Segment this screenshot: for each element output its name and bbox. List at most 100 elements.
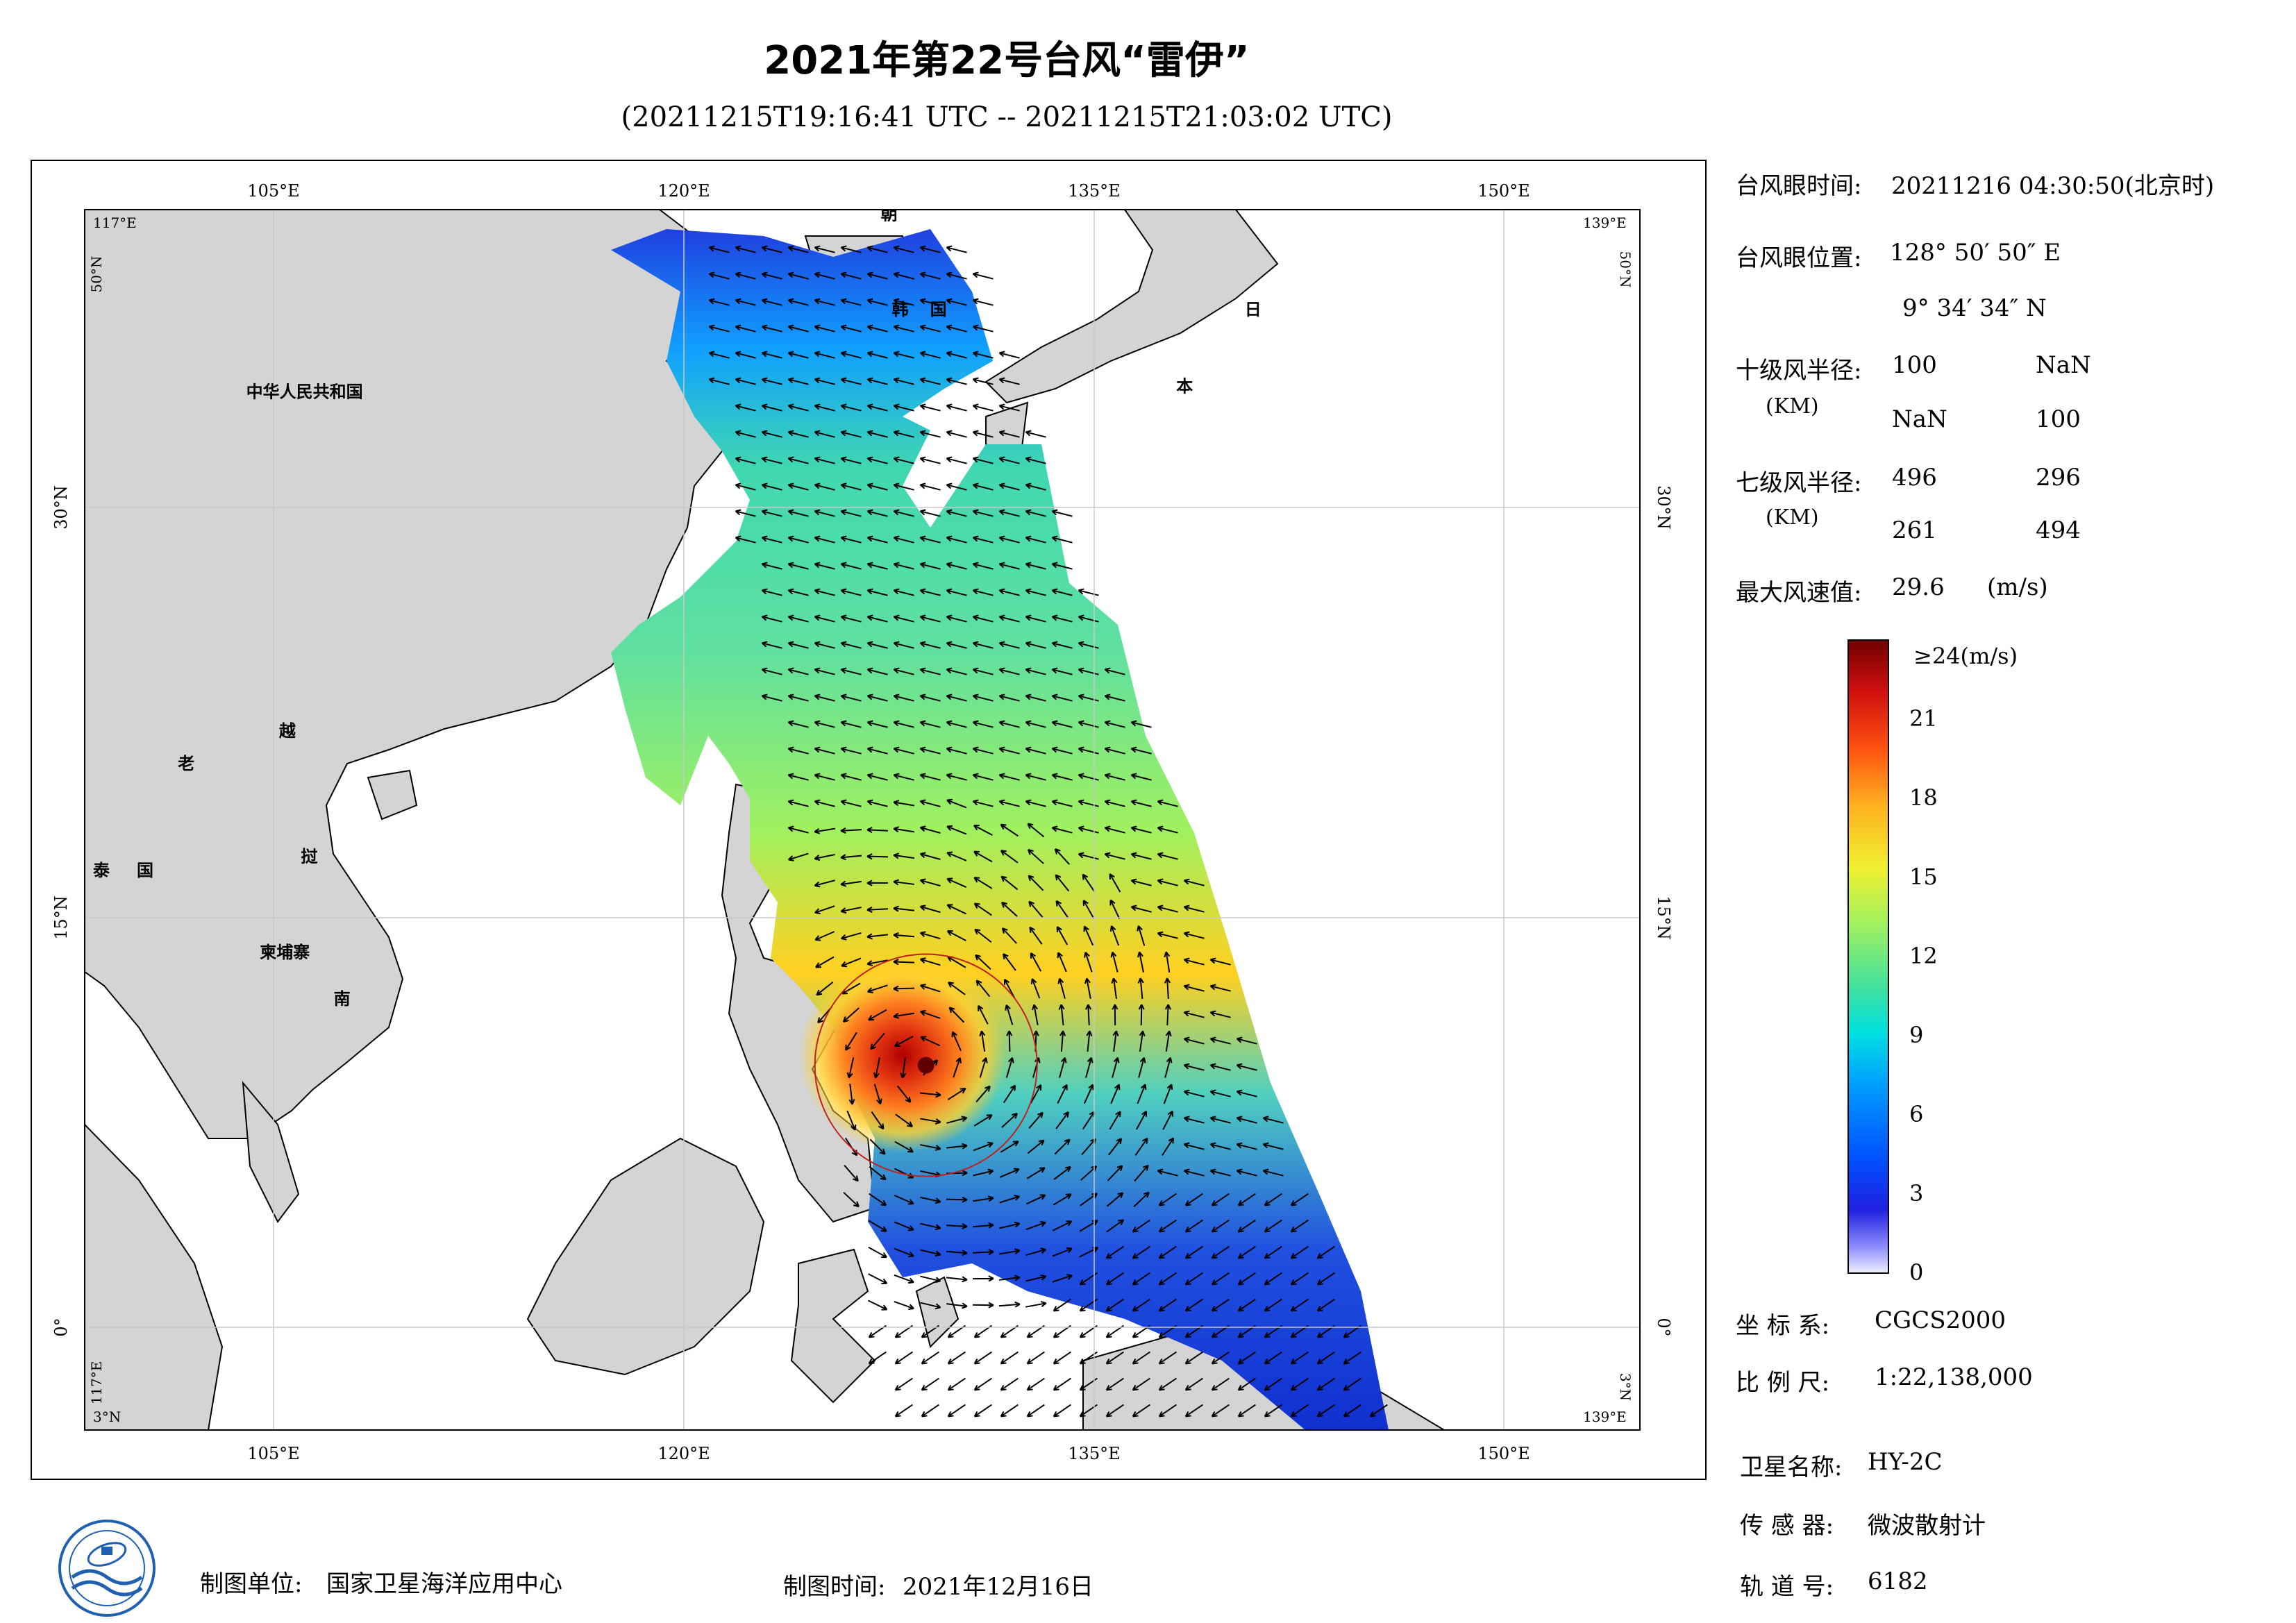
country-label: 泰 [93, 860, 110, 880]
wind-arrow [1025, 614, 1046, 623]
r7-value-se: 296 [2036, 464, 2081, 491]
wind-arrow [1264, 1298, 1282, 1312]
wind-arrow [947, 982, 966, 995]
wind-arrow [761, 509, 782, 517]
wind-arrow [1237, 1404, 1256, 1418]
wind-arrow [1109, 1111, 1121, 1130]
wind-arrow [1056, 926, 1069, 945]
wind-arrow [814, 641, 835, 649]
wind-arrow [1184, 1219, 1203, 1233]
wind-arrow [1290, 1245, 1309, 1259]
lat-tick: 0° [1654, 1318, 1673, 1336]
wind-arrow [953, 1057, 962, 1078]
lat-tick: 0° [51, 1318, 71, 1336]
wind-arrow [1053, 1404, 1071, 1418]
r7-value-sw: 261 [1892, 516, 1937, 544]
wind-arrow [814, 377, 835, 385]
wind-arrow [866, 403, 888, 412]
wind-arrow [814, 799, 835, 807]
wind-arrow [972, 773, 994, 781]
wind-arrow [840, 932, 862, 941]
wind-arrow [846, 1057, 855, 1079]
wind-arrow [946, 562, 967, 570]
wind-arrow [1057, 977, 1066, 999]
wind-arrow [1211, 1272, 1230, 1286]
wind-arrow [1078, 746, 1099, 755]
wind-arrow [814, 931, 835, 941]
wind-arrow [1051, 746, 1073, 755]
wind-arrow [873, 1084, 882, 1105]
wind-arrow [972, 746, 994, 755]
wind-arrow [840, 377, 862, 385]
wind-arrow [1130, 746, 1152, 755]
wind-arrow [1105, 1351, 1124, 1365]
wind-arrow [946, 851, 967, 861]
wind-arrow [735, 482, 756, 491]
wind-arrow [1130, 799, 1152, 807]
wind-arrow [1026, 1167, 1046, 1179]
wind-arrow [1137, 951, 1144, 973]
wind-arrow [1059, 1030, 1066, 1052]
wind-arrow [972, 799, 994, 807]
lat-ticks-left: 30°N 15°N 0° [51, 485, 71, 1336]
wind-arrow [1343, 1377, 1361, 1391]
wind-arrow [1184, 1245, 1203, 1259]
wind-arrow [1027, 823, 1045, 838]
wind-arrow [1106, 1219, 1125, 1233]
wind-arrow [919, 773, 941, 781]
wind-arrow [972, 720, 994, 728]
wind-arrow [840, 799, 862, 807]
wind-arrow [1164, 1057, 1173, 1078]
wind-arrow [735, 535, 756, 544]
wind-arrow [787, 377, 809, 385]
wind-arrow [946, 641, 967, 649]
wind-arrow [1158, 1219, 1177, 1233]
wind-arrow [1052, 1247, 1073, 1257]
colorbar-tick: 9 [1909, 1022, 1923, 1048]
wind-arrow [946, 298, 967, 306]
wind-arrow [761, 535, 782, 544]
wind-arrow [840, 351, 862, 359]
scale-value: 1:22,138,000 [1875, 1363, 2033, 1391]
wind-arrow [1084, 952, 1093, 973]
r7-unit: (KM) [1766, 505, 1819, 530]
wind-arrow [787, 641, 809, 649]
wind-arrow [1001, 901, 1018, 917]
wind-arrow [946, 482, 967, 491]
wind-arrow [948, 1007, 965, 1023]
wind-arrow [894, 1404, 913, 1418]
wind-arrow [1026, 1377, 1045, 1391]
wind-arrow [946, 1196, 968, 1203]
wind-arrow [866, 827, 889, 834]
wind-arrow [921, 1377, 939, 1391]
country-label: 本 [1176, 376, 1193, 396]
wind-arrow [866, 377, 888, 385]
wind-arrow [866, 799, 888, 807]
satellite-label: 卫星名称: [1740, 1454, 1843, 1481]
lon-tick: 135°E [1068, 181, 1120, 201]
wind-arrow [869, 1166, 887, 1181]
wind-arrow [814, 456, 835, 464]
wind-arrow [1290, 1272, 1309, 1286]
wind-arrow [972, 1222, 994, 1229]
wind-arrow [946, 1143, 968, 1150]
wind-arrow [978, 1004, 989, 1025]
wind-arrow [893, 535, 914, 544]
wind-arrow [735, 430, 756, 438]
lon-tick: 105°E [247, 181, 299, 201]
wind-arrow [919, 931, 941, 940]
wind-arrow [893, 1012, 914, 1019]
wind-arrow [1025, 641, 1046, 649]
wind-arrow [1209, 1116, 1231, 1124]
wind-arrow [814, 693, 835, 702]
wind-arrow [840, 245, 862, 253]
r7-label: 七级风半径: [1736, 469, 1862, 497]
wind-arrow [972, 298, 994, 306]
maker-label: 制图单位: [200, 1570, 303, 1598]
wind-arrow [1051, 614, 1073, 623]
wind-arrow [1164, 951, 1171, 973]
wind-arrow [919, 693, 941, 702]
lon-tick: 150°E [1477, 181, 1530, 201]
wind-arrow [735, 324, 756, 333]
wind-arrow [735, 351, 756, 359]
